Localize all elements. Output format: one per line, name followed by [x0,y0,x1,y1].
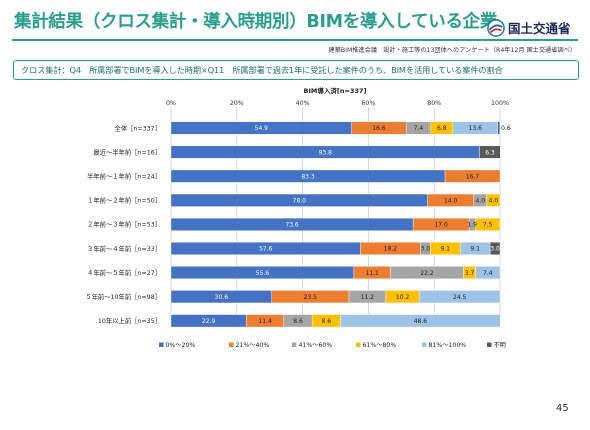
x-tick-label: 100% [491,100,509,107]
data-label: 11.2 [361,294,375,301]
data-label: 0.6 [501,125,511,132]
data-label: 3.0 [490,246,500,253]
legend-swatch [292,342,297,347]
data-label: 16.7 [466,173,480,180]
gridlines [170,107,501,315]
data-label: 4.0 [475,198,485,205]
data-label: 30.6 [215,294,229,301]
data-label: 7.4 [414,125,424,132]
data-label: 24.5 [453,294,467,301]
bar-segment [489,242,501,255]
legend-label: 0%～20% [166,342,196,349]
ministry-name: 国土交通省 [508,21,571,36]
data-label: 57.6 [259,246,273,253]
data-label: 1.9 [467,222,477,229]
ministry-logo: 国土交通省 [487,18,571,37]
source-note: 建築BIM推進会議 設計・施工等の13団体へのアンケート（R4年12月 国土交通… [328,47,576,54]
data-label: 22.9 [202,318,216,325]
x-tick-label: 80% [427,100,441,107]
legend-swatch [487,342,492,347]
x-tick-label: 20% [230,100,244,107]
bar-segment [444,169,501,183]
x-axis-ticks: 0% 20% 40% 60% 80% 100% [166,100,509,107]
bar-segment [475,266,501,280]
bar-segment [486,193,501,207]
subtitle-text: クロス集計：Q4 所属部署でBIMを導入した時期×Q11 所属部署で過去1年に受… [21,65,503,75]
legend-swatch [159,342,164,347]
data-label: 9.1 [470,246,480,253]
data-label: 8.6 [293,318,303,325]
page-title: 集計結果（クロス集計・導入時期別）BIMを導入している企業 [14,12,498,32]
x-tick-label: 40% [296,100,310,107]
data-label: 11.1 [366,270,380,277]
data-label: 54.9 [255,125,269,132]
data-label: 16.6 [372,125,386,132]
data-label: 93.8 [319,149,333,156]
data-label: 14.0 [444,198,458,205]
category-label: １年前～２年前［n=50］ [87,196,161,205]
bars [170,121,501,328]
data-label: 18.2 [384,246,398,253]
legend-label: 41%～60% [299,342,333,349]
bar-segment [479,145,501,159]
category-label: ２年前～３年前［n=53］ [87,220,161,229]
legend-label: 21%～40% [236,342,270,349]
bar-segment [475,217,501,231]
data-label: 9.1 [440,246,450,253]
legend-swatch [356,342,361,347]
data-label: 3.7 [465,270,475,277]
legend: 0%～20% 21%～40% 41%～60% 61%～80% 81%～100% 不明 [159,342,506,349]
title-underline [12,39,578,41]
data-label: 7.4 [483,270,493,277]
category-labels: 全体［n=337］ 最近～半年前［n=16］ 半年前～１年前［n=24］ １年前～２年… [85,123,161,325]
x-tick-label: 0% [166,100,176,107]
data-label: 55.6 [256,270,270,277]
data-label: 8.6 [322,318,332,325]
data-label: 10.2 [396,294,410,301]
data-label: 73.6 [285,222,299,229]
data-label: 13.6 [469,125,483,132]
category-label: ５年前～10年前［n=98］ [85,292,161,301]
legend-label: 81%～100% [429,342,467,349]
legend-label: 不明 [494,342,506,349]
bar-segment [497,121,500,135]
category-label: 最近～半年前［n=16］ [93,147,161,156]
legend-swatch [229,342,234,347]
data-label: 6.8 [437,125,447,132]
ministry-emblem-icon [487,18,505,37]
bar-segment [340,314,501,328]
data-label: 22.2 [420,270,434,277]
data-label: 7.5 [483,222,493,229]
subtitle-box: クロス集計：Q4 所属部署でBIMを導入した時期×Q11 所属部署で過去1年に受… [13,60,579,80]
page-number: 45 [556,403,569,414]
data-label: 23.5 [304,294,318,301]
data-label: 17.0 [434,222,448,229]
category-label: 半年前～１年前［n=24］ [87,172,161,181]
category-label: 全体［n=337］ [115,123,161,132]
data-label: 48.6 [414,318,428,325]
chart-title: BIM導入済[n=337] [304,86,367,95]
category-label: ３年前～４年前［n=33］ [87,244,161,253]
data-label: 83.3 [301,173,315,180]
stacked-bar-chart: BIM導入済[n=337] 0% 20% 40% 60% 80% 100% 54.9 16.… [85,86,511,349]
x-tick-label: 60% [361,100,375,107]
data-label: 4.0 [489,198,499,205]
data-label: 6.3 [485,149,495,156]
data-label: 3.0 [421,246,431,253]
category-label: ４年前～５年前［n=27］ [87,268,161,277]
bar-segment [419,290,501,304]
legend-swatch [422,342,427,347]
legend-label: 61%～80% [363,342,397,349]
data-label: 78.0 [293,198,307,205]
data-labels: 54.9 16.6 7.4 6.8 13.6 0.6 93.8 6.3 83.3 16.7 78.0… [202,125,511,325]
category-label: 10年以上前［n=35］ [98,316,161,325]
data-label: 11.4 [258,318,272,325]
